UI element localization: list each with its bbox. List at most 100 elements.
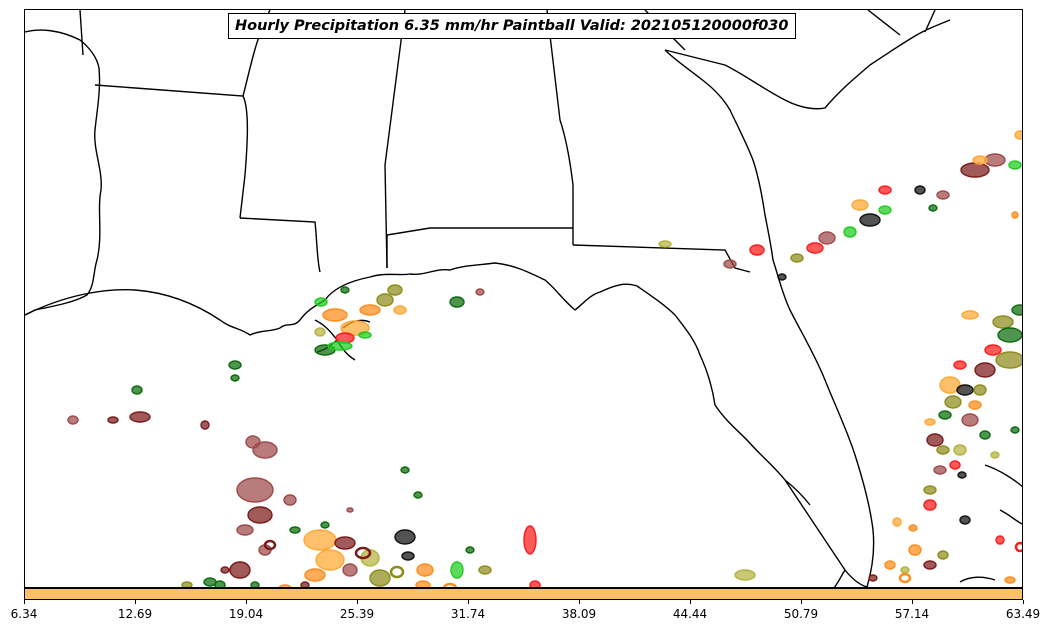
precipitation-blob — [806, 242, 824, 254]
precipitation-blob — [252, 441, 278, 459]
colorbar-tick-label: 44.44 — [672, 607, 708, 621]
border-ms-al — [384, 10, 406, 269]
precipitation-blob — [974, 362, 996, 378]
precipitation-blob — [200, 420, 210, 430]
colorbar-tick-label: 19.04 — [228, 607, 264, 621]
precipitation-blob — [990, 451, 1000, 459]
precipitation-blob — [304, 568, 326, 582]
precipitation-blob — [1010, 426, 1020, 434]
precipitation-blob — [957, 471, 967, 479]
precipitation-blob — [923, 499, 937, 511]
precipitation-blob — [997, 327, 1022, 343]
precipitation-blob — [1011, 211, 1019, 219]
state-borders — [79, 10, 936, 273]
precipitation-blob — [959, 515, 971, 525]
border-al-ga — [546, 10, 574, 245]
precipitation-blob — [859, 213, 881, 227]
precipitation-blob — [851, 199, 869, 211]
precipitation-blob — [229, 561, 251, 579]
florida-east-coast — [664, 49, 875, 587]
precipitation-blob — [342, 563, 358, 577]
colorbar-tick-mark — [23, 600, 25, 604]
precipitation-blob — [450, 561, 464, 579]
precipitation-blob — [415, 580, 431, 587]
precipitation-blob — [131, 385, 143, 395]
precipitation-blob — [734, 569, 756, 581]
precipitation-blob — [346, 507, 354, 513]
precipitation-blob — [449, 296, 465, 308]
border-al-fl — [386, 227, 573, 268]
precipitation-blob — [949, 460, 961, 470]
precipitation-blob — [320, 521, 330, 529]
precipitation-blob — [214, 580, 226, 587]
precipitation-blob — [1014, 130, 1022, 140]
precipitation-ring — [442, 582, 458, 587]
precipitation-blob — [933, 465, 947, 475]
precipitation-blob — [914, 185, 926, 195]
precipitation-blob — [250, 581, 260, 587]
precipitation-blob — [283, 494, 297, 506]
precipitation-blob — [984, 344, 1002, 356]
precipitation-blob — [340, 286, 350, 294]
precipitation-blob — [475, 288, 485, 296]
precipitation-blob — [995, 351, 1022, 369]
map-canvas — [25, 10, 1022, 587]
precipitation-blob — [984, 153, 1006, 167]
precipitation-blob — [868, 574, 878, 582]
colorbar-tick-mark — [467, 600, 469, 604]
precipitation-blob — [203, 577, 217, 587]
precipitation-blob — [972, 155, 988, 165]
precipitation-blob — [416, 563, 434, 577]
precipitation-blob — [376, 293, 394, 307]
precipitation-blob — [387, 284, 403, 296]
colorbar-tick-label: 63.49 — [1005, 607, 1041, 621]
precipitation-blob — [979, 430, 991, 440]
coastline-layer — [25, 19, 1022, 587]
precipitation-blob — [790, 253, 804, 263]
precipitation-blob — [878, 205, 892, 215]
precipitation-blob — [314, 297, 328, 307]
precipitation-blob — [936, 445, 950, 455]
border-fl-ga — [572, 244, 751, 273]
precipitation-blob — [315, 549, 345, 571]
border-ar-la-north — [94, 84, 249, 219]
precipitation-blob — [953, 444, 967, 456]
south-florida-tip — [784, 479, 846, 587]
precipitation-blob — [394, 529, 416, 545]
bahamas-outline — [959, 464, 1022, 583]
colorbar-tick-mark — [689, 600, 691, 604]
precipitation-blob — [939, 376, 961, 394]
precipitation-blob — [236, 477, 274, 503]
precipitation-blob — [992, 315, 1014, 329]
precipitation-blob — [936, 190, 950, 200]
precipitation-blob — [818, 231, 836, 245]
precipitation-blob — [928, 204, 938, 212]
precipitation-blob — [961, 310, 979, 320]
colorbar-tick-label: 12.69 — [117, 607, 153, 621]
precipitation-blob — [327, 341, 353, 351]
precipitation-blob — [401, 551, 415, 561]
border-ok-tx — [79, 10, 84, 56]
precipitation-blob — [334, 536, 356, 550]
precipitation-blob — [478, 565, 492, 575]
colorbar — [24, 588, 1023, 600]
border-la-ms — [239, 217, 321, 273]
precipitation-blob — [393, 305, 407, 315]
colorbar-tick-label: 57.14 — [894, 607, 930, 621]
colorbar-tick-mark — [134, 600, 136, 604]
precipitation-blob — [230, 374, 240, 382]
precipitation-blob — [777, 273, 787, 281]
precipitation-blob — [960, 162, 990, 178]
precipitation-blob — [67, 415, 79, 425]
precipitation-blob — [937, 550, 949, 560]
precipitation-blob — [413, 491, 423, 499]
precipitation-blob — [973, 384, 987, 396]
colorbar-tick-mark — [356, 600, 358, 604]
precipitation-ring — [1014, 541, 1022, 553]
precipitation-blob — [369, 569, 391, 587]
border-nc — [867, 10, 936, 36]
precipitation-blob — [926, 433, 944, 447]
precipitation-blob — [300, 581, 310, 587]
precipitation-blob — [303, 529, 337, 551]
precipitation-blob — [900, 566, 910, 574]
